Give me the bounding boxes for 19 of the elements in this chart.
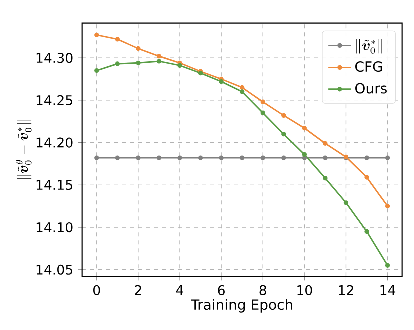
x-tick-label: 0 <box>94 285 100 296</box>
x-tick-label: 12 <box>339 285 354 296</box>
y-tick-label: 14.15 <box>36 180 72 190</box>
x-tick-label: 8 <box>260 285 266 296</box>
x-tick-label: 14 <box>380 285 396 296</box>
x-axis-title: Training Epoch <box>191 299 292 313</box>
y-tick-label: 14.30 <box>36 53 73 64</box>
y-tick-label: 14.20 <box>36 138 73 148</box>
y-tick-label: 14.05 <box>36 264 72 275</box>
legend-label: CFG <box>356 61 382 72</box>
legend-label: Ours <box>356 83 387 94</box>
x-tick-label: 6 <box>218 285 225 296</box>
x-tick-label: 10 <box>298 285 312 296</box>
legend-label: $\|\tilde{\bm{v}}_0^*\|$ <box>356 39 382 54</box>
x-tick-label: 2 <box>135 285 142 296</box>
y-tick-label: 14.10 <box>36 222 73 233</box>
y-axis-title: $\|\tilde{\bm{v}}_0^\theta - \tilde{\bm{v}}_0^*\|$ <box>16 120 32 180</box>
x-tick-label: 4 <box>176 285 184 296</box>
y-tick-label: 14.25 <box>36 95 72 106</box>
